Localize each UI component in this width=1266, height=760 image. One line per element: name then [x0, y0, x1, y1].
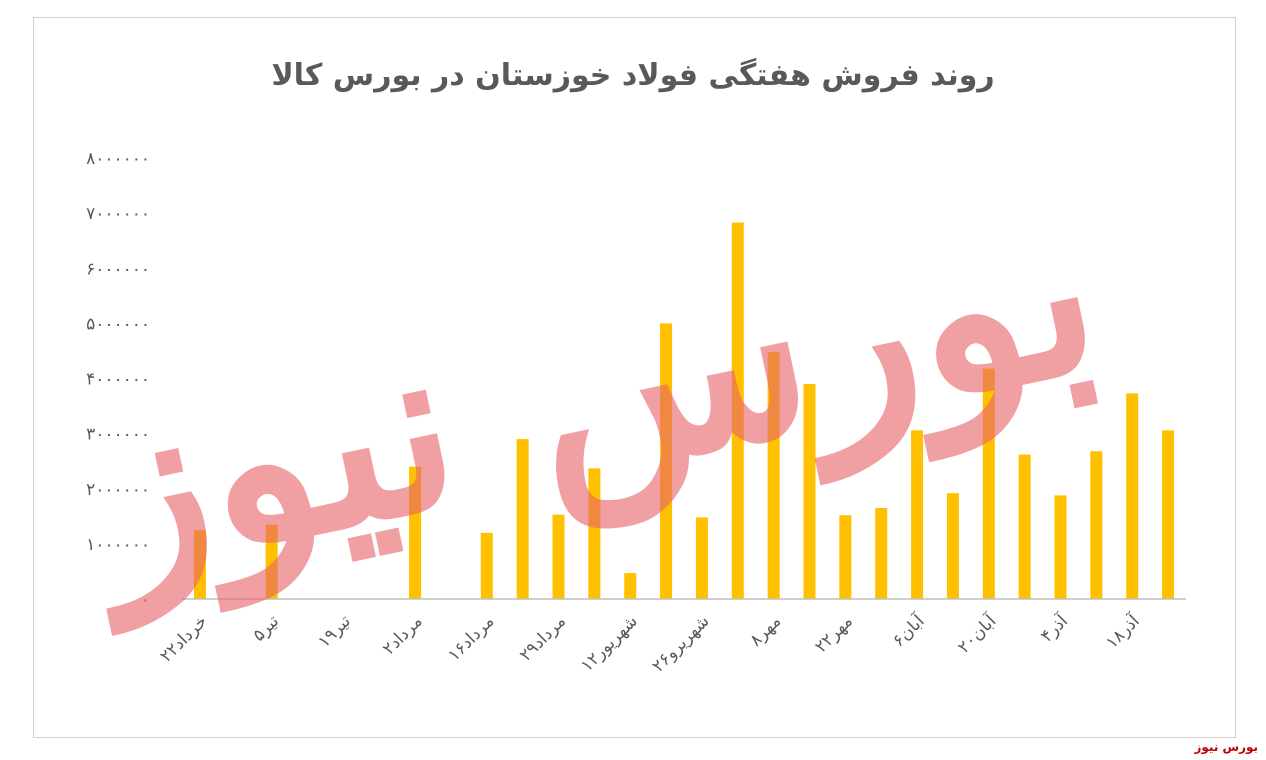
bar — [660, 323, 673, 599]
bar — [624, 573, 637, 599]
y-tick-label: ۶۰۰۰۰۰۰ — [86, 259, 150, 279]
bar — [516, 439, 529, 599]
x-tick-label: ۱۲شهریور — [577, 611, 642, 676]
bar — [588, 468, 601, 599]
bar — [1090, 451, 1103, 599]
y-tick-label: ۴۰۰۰۰۰۰ — [86, 370, 150, 390]
chart-title: روند فروش هفتگی فولاد خوزستان در بورس کا… — [271, 58, 995, 93]
y-tick-label: ۸۰۰۰۰۰۰ — [86, 149, 150, 169]
x-tick-label: ۱۸آذر — [1101, 609, 1145, 653]
x-tick-label: ۵تیر — [249, 611, 283, 645]
bar — [982, 368, 995, 599]
bar — [409, 466, 422, 599]
bar — [695, 517, 708, 599]
y-tick-label: ۰ — [141, 590, 150, 610]
bar — [875, 508, 888, 599]
x-tick-label: ۲۹مرداد — [516, 611, 570, 665]
bar — [1054, 495, 1067, 599]
brand-footer: بورس نیوز — [1194, 740, 1258, 754]
y-tick-label: ۷۰۰۰۰۰۰ — [86, 204, 150, 224]
y-tick-label: ۲۰۰۰۰۰۰ — [86, 480, 150, 500]
bar — [803, 384, 816, 599]
x-tick-label: ۶آبان — [887, 609, 929, 651]
x-tick-label: ۲۶شهریرو — [648, 611, 713, 676]
bar — [1018, 454, 1031, 599]
y-tick-label: ۱۰۰۰۰۰۰ — [86, 535, 150, 555]
bar — [767, 352, 780, 599]
bar — [1126, 393, 1139, 599]
x-tick-label: ۱۶مرداد — [444, 611, 498, 665]
watermark-logo: بورس نیوز — [54, 153, 1121, 637]
bar — [731, 222, 744, 599]
bar — [265, 524, 278, 599]
watermark-text: بورس نیوز — [54, 153, 1121, 637]
y-axis-labels: ۰ ۱۰۰۰۰۰۰ ۲۰۰۰۰۰۰ ۳۰۰۰۰۰۰ ۴۰۰۰۰۰۰ ۵۰۰۰۰۰۰ ۶۰۰۰… — [86, 149, 150, 610]
x-tick-label: ۲مرداد — [379, 611, 427, 659]
bar — [552, 514, 565, 599]
bar — [1162, 430, 1175, 599]
y-tick-label: ۳۰۰۰۰۰۰ — [86, 425, 150, 445]
bar — [193, 530, 206, 599]
x-tick-label: ۲۲مهر — [811, 611, 857, 657]
chart-frame — [33, 17, 1236, 738]
x-tick-label: ۲۰آبان — [953, 609, 1002, 658]
bar — [946, 493, 959, 599]
bar — [911, 430, 924, 599]
bar — [480, 532, 493, 599]
x-tick-label: ۴آذر — [1036, 609, 1073, 646]
bars — [193, 222, 1175, 599]
x-tick-label: ۸مهر — [746, 611, 785, 650]
y-tick-label: ۵۰۰۰۰۰۰ — [86, 314, 150, 334]
bar — [839, 515, 852, 599]
x-tick-label: ۱۹تیر — [314, 611, 355, 652]
